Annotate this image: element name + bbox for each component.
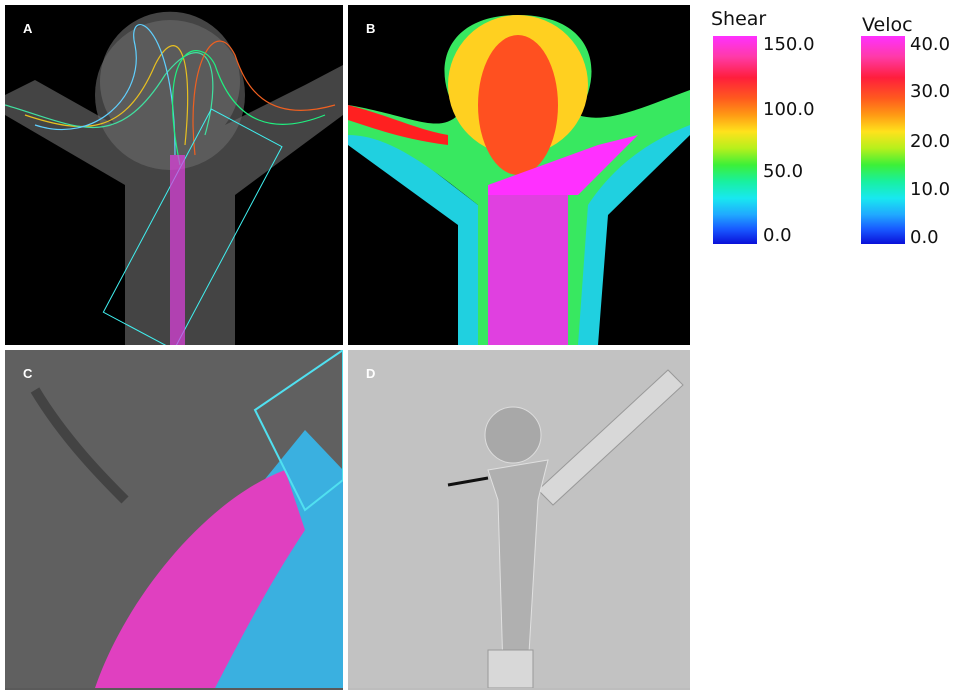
colorbar — [861, 36, 905, 244]
colorbar-tick-label: 40.0 — [910, 36, 950, 54]
colorbar-tick-label: 0.0 — [910, 229, 939, 247]
colorbar-tick-label: 50.0 — [763, 163, 803, 181]
colorbar-tick-label: 100.0 — [763, 101, 815, 119]
colorbar-tick-label: 10.0 — [910, 181, 950, 199]
panel-a: A — [5, 5, 343, 345]
panel-a-image — [5, 5, 343, 345]
panel-c: C — [5, 350, 343, 690]
panel-d-image — [348, 350, 690, 688]
colorbar-tick-label: 150.0 — [763, 36, 815, 54]
figure: A B C D Shear 150.0 100.0 50.0 0.0 Veloc… — [0, 0, 955, 688]
colorbar-title: Veloc — [862, 14, 913, 36]
panel-label: B — [366, 21, 375, 36]
panel-b: B — [348, 5, 690, 345]
panel-label: D — [366, 366, 375, 381]
colorbar-tick-label: 20.0 — [910, 133, 950, 151]
panel-label: A — [23, 21, 32, 36]
colorbar-tick-label: 30.0 — [910, 83, 950, 101]
panel-label: C — [23, 366, 32, 381]
panel-b-image — [348, 5, 690, 345]
panel-d: D — [348, 350, 690, 690]
colorbar-title: Shear — [711, 8, 766, 30]
panel-c-image — [5, 350, 343, 688]
colorbar-tick-label: 0.0 — [763, 227, 792, 245]
colorbar — [713, 36, 757, 244]
